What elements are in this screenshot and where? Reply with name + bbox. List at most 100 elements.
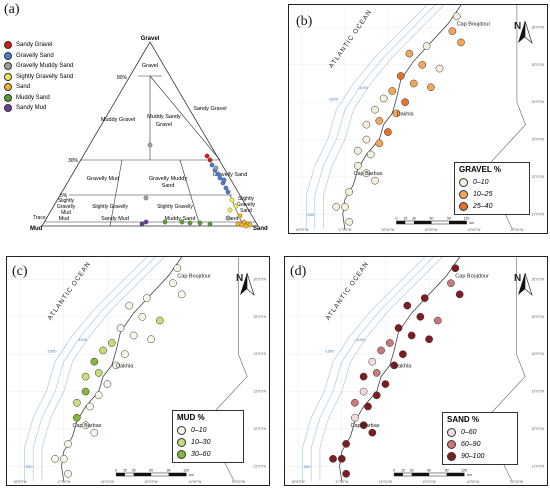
- station-marker: [94, 369, 103, 377]
- scale-bar-segment: [396, 221, 406, 224]
- place-dakhla: Dakhla: [116, 363, 134, 369]
- legend-dot: [447, 427, 456, 437]
- legend-label: Gravelly Muddy Sand: [16, 63, 74, 70]
- legend-label: 0–10: [473, 178, 489, 186]
- scale-bar-segment: [168, 473, 187, 476]
- ternary-legend-item: Muddy Sand: [4, 93, 73, 104]
- lat-tick: 24°0'0"N: [254, 352, 267, 356]
- panel-c: (c) ATLANTIC OCEAN Cap Boujdour Dakhla Cap …: [0, 250, 275, 493]
- lat-tick: 26°0'0"N: [254, 277, 267, 281]
- sample-point: [217, 175, 223, 181]
- sample-point: [139, 221, 145, 227]
- ocean-label: ATLANTIC OCEAN: [325, 260, 371, 321]
- ternary-legend-item: Gravelly Sand: [4, 51, 73, 62]
- lat-tick: 24°0'0"N: [532, 352, 545, 356]
- legend-label: 25–40: [473, 202, 493, 210]
- station-marker: [359, 421, 368, 430]
- place-cap-boujdour: Cap Boujdour: [455, 274, 489, 280]
- station-marker: [345, 217, 354, 226]
- line-split-mid-left: [109, 159, 123, 227]
- station-marker: [353, 161, 362, 170]
- station-marker: [116, 324, 125, 332]
- legend-label: 10–25: [473, 190, 493, 198]
- panel-d-label: (d): [290, 264, 307, 279]
- scale-label: 30: [132, 469, 136, 473]
- station-marker: [384, 128, 392, 136]
- scale-label: 60: [430, 217, 434, 221]
- station-marker: [94, 391, 103, 400]
- sample-point: [204, 153, 210, 159]
- lon-tick: 16°0'0"W: [379, 480, 392, 484]
- class-gravel: Gravel: [142, 63, 158, 69]
- legend-dot: [447, 451, 456, 461]
- lon-tick: 16°0'0"W: [101, 480, 114, 484]
- legend-label: Muddy Sand: [16, 94, 50, 101]
- scale-unit: km: [467, 473, 472, 477]
- panel-b-label: (b): [296, 14, 313, 29]
- legend-label: 90–100: [461, 452, 485, 460]
- corner-sand: Sand: [253, 226, 268, 232]
- legend-label: Sandy Mud: [16, 105, 47, 112]
- sample-point: [221, 177, 227, 183]
- north-arrow-left: [518, 21, 525, 43]
- scale-label: 30: [410, 469, 414, 473]
- north-label: N: [514, 21, 521, 32]
- sample-point: [187, 220, 193, 226]
- scale-label: 0: [393, 469, 395, 473]
- north-arrow-right: [524, 20, 533, 44]
- place-cap-boujdour: Cap Boujdour: [457, 22, 491, 28]
- station-marker: [451, 264, 460, 273]
- class-slightly-gravelly-sand-2: Gravelly: [237, 202, 256, 208]
- legend-mud-row: 0–10: [177, 424, 239, 436]
- class-slightly-gravelly-mud-3: Mud: [61, 210, 71, 216]
- lat-tick: 26°0'0"N: [532, 277, 545, 281]
- legend-dot: [459, 189, 468, 199]
- legend-gravel: GRAVEL % 0–10 10–25 25–40: [454, 162, 530, 215]
- station-marker: [337, 454, 346, 463]
- station-marker: [64, 440, 72, 448]
- bathymetry-contour: [310, 257, 434, 482]
- sample-point: [223, 185, 229, 191]
- legend-label: Sandy Gravel: [16, 42, 53, 49]
- station-marker: [396, 72, 405, 80]
- legend-label: Gravelly Sand: [16, 52, 54, 59]
- class-slightly-gravelly-mud-2: Gravelly: [57, 204, 76, 210]
- scale-bar-segment: [116, 473, 125, 476]
- station-marker: [103, 380, 112, 388]
- class-slightly-gravelly-sand-3: Sand: [240, 208, 252, 214]
- scale-label: 15: [401, 469, 405, 473]
- station-marker: [390, 361, 399, 370]
- sample-point: [207, 157, 213, 163]
- sample-point: [239, 222, 245, 228]
- station-marker: [364, 402, 372, 411]
- legend-swatch: [4, 93, 12, 102]
- line-split-mid-right: [179, 159, 201, 227]
- station-marker: [371, 176, 379, 185]
- panel-b: (b) ATLANTIC OCEAN Cap Boujdour Dakhla Cap …: [280, 0, 550, 240]
- station-marker: [372, 369, 381, 377]
- contour-label: -1500: [46, 348, 57, 353]
- sample-point: [179, 219, 185, 225]
- legend-dot: [447, 439, 456, 449]
- panel-d: (d) ATLANTIC OCEAN Cap Boujdour Dakhla Cap …: [280, 250, 550, 493]
- scale-bar-segment: [446, 473, 465, 476]
- station-marker: [173, 264, 182, 273]
- station-marker: [342, 469, 350, 478]
- corner-mud: Mud: [30, 226, 43, 232]
- ternary-legend: Sandy Gravel Gravelly Sand Gravelly Muddy …: [4, 40, 73, 114]
- legend-dot: [177, 437, 186, 447]
- place-dakhla: Dakhla: [397, 111, 415, 117]
- legend-sand-row: 0–60: [447, 426, 513, 438]
- scale-label: 120: [461, 469, 467, 473]
- lat-tick: 24°0'0"N: [532, 100, 545, 104]
- scale-label: 0: [396, 217, 398, 221]
- lon-tick: 15°0'0"W: [423, 480, 436, 484]
- station-marker: [416, 312, 425, 321]
- lon-tick: 18°0'0"W: [14, 480, 27, 484]
- north-label: N: [514, 273, 521, 284]
- station-marker: [422, 42, 431, 50]
- corner-gravel: Gravel: [141, 36, 160, 42]
- legend-label: Sightly Gravelly Sand: [16, 73, 74, 80]
- sample-point: [243, 223, 249, 229]
- station-marker: [155, 316, 164, 325]
